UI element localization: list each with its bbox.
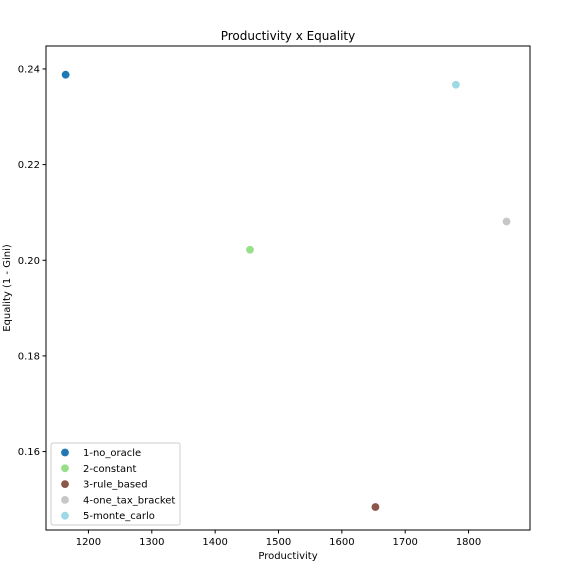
x-tick-label: 1700 (392, 537, 417, 548)
data-point-5-monte_carlo (451, 80, 460, 89)
y-tick-label: 0.18 (18, 351, 40, 362)
y-axis: 0.16 0.18 0.20 0.22 0.24 (18, 64, 46, 458)
legend-box (50, 442, 181, 526)
legend-label: 4-one_tax_bracket (83, 495, 175, 506)
legend-label: 5-monte_carlo (83, 511, 155, 522)
x-tick-label: 1400 (202, 537, 227, 548)
y-axis-label: Equality (1 - Gini) (2, 244, 13, 332)
legend-label: 3-rule_based (83, 480, 148, 491)
x-axis-label: Productivity (258, 551, 317, 562)
y-tick-label: 0.20 (18, 256, 40, 267)
y-tick-label: 0.24 (18, 64, 40, 75)
legend-marker-1-no_oracle (61, 448, 69, 457)
chart-title: Productivity x Equality (221, 29, 356, 43)
legend-label: 1-no_oracle (83, 448, 141, 459)
legend-marker-3-rule_based (61, 480, 69, 488)
legend-marker-4-one_tax_bracket (61, 496, 69, 504)
x-tick-label: 1600 (329, 537, 354, 548)
legend-label: 2-constant (83, 464, 137, 475)
x-tick-label: 1800 (456, 537, 481, 548)
x-tick-label: 1300 (139, 537, 164, 548)
data-point-2-constant (246, 245, 254, 254)
data-point-3-rule_based (371, 503, 380, 511)
data-point-4-one_tax_bracket (502, 217, 511, 226)
legend: 1-no_oracle 2-constant 3-rule_based 4-one_t… (50, 442, 181, 526)
x-axis: 1200 1300 1400 1500 1600 1700 1800 (76, 530, 481, 548)
data-point-1-no_oracle (61, 70, 70, 79)
x-tick-label: 1200 (76, 537, 101, 548)
y-tick-label: 0.22 (18, 160, 40, 171)
legend-marker-5-monte_carlo (61, 511, 69, 520)
y-tick-label: 0.16 (18, 447, 40, 458)
x-tick-label: 1500 (266, 537, 291, 548)
legend-marker-2-constant (61, 464, 69, 473)
data-points (61, 70, 511, 511)
